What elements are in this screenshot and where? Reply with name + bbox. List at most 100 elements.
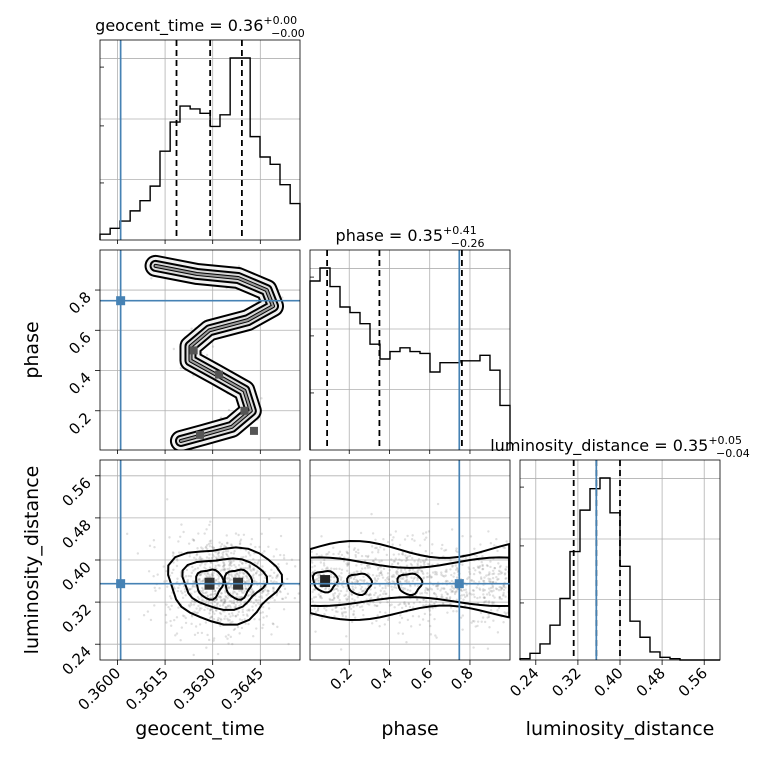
- sample-point: [440, 593, 443, 596]
- sample-point: [210, 607, 214, 611]
- sample-point: [219, 595, 223, 599]
- sample-point: [234, 614, 237, 618]
- sample-point: [220, 416, 223, 419]
- sample-point: [316, 608, 320, 611]
- sample-point: [350, 593, 354, 596]
- sample-point: [478, 570, 481, 574]
- sample-point: [278, 589, 282, 593]
- sample-point: [336, 610, 339, 614]
- sample-point: [388, 568, 391, 572]
- sample-point: [324, 588, 327, 591]
- sample-point: [230, 584, 233, 587]
- sample-point: [402, 587, 405, 590]
- sample-point: [487, 613, 490, 616]
- sample-point: [366, 572, 370, 575]
- histogram-bar: [400, 348, 410, 450]
- sample-point: [149, 618, 153, 622]
- sample-point: [221, 556, 225, 559]
- histogram-bar: [140, 201, 150, 240]
- sample-point: [489, 560, 492, 563]
- sample-point: [223, 600, 227, 603]
- sample-point: [340, 571, 343, 575]
- sample-point: [498, 595, 501, 599]
- ytick-label-luminosity-distance: 0.24: [58, 642, 94, 678]
- sample-point: [228, 604, 231, 607]
- sample-point: [273, 599, 276, 602]
- sample-point: [416, 571, 420, 574]
- sample-point: [201, 590, 204, 593]
- sample-point: [410, 538, 414, 541]
- sample-point: [317, 593, 320, 596]
- sample-point: [150, 277, 153, 280]
- sample-point: [223, 563, 226, 567]
- sample-point: [180, 551, 183, 554]
- sample-point: [371, 551, 374, 554]
- sample-point: [282, 557, 286, 560]
- sample-point: [187, 604, 191, 607]
- sample-point: [187, 574, 190, 578]
- sample-point: [252, 591, 255, 594]
- sample-point: [492, 580, 495, 584]
- sample-point: [212, 600, 216, 603]
- sample-point: [206, 594, 209, 597]
- sample-point: [399, 580, 402, 584]
- sample-point: [489, 565, 492, 569]
- sample-point: [487, 573, 490, 577]
- sample-point: [236, 601, 239, 604]
- histogram-bar: [200, 113, 210, 240]
- sample-point: [223, 599, 227, 603]
- sample-point: [239, 560, 242, 563]
- sample-point: [240, 589, 243, 592]
- sample-point: [391, 543, 394, 546]
- sample-point: [286, 577, 289, 581]
- sample-point: [175, 616, 179, 619]
- sample-point: [371, 622, 374, 625]
- sample-point: [240, 591, 244, 594]
- sample-point: [474, 625, 477, 628]
- sample-point: [152, 539, 156, 542]
- xtick-label-phase: 0.8: [447, 664, 477, 694]
- sample-point: [487, 591, 491, 594]
- sample-point: [276, 575, 279, 578]
- histogram-bar: [130, 211, 140, 240]
- sample-point: [333, 580, 336, 583]
- sample-point: [341, 614, 344, 618]
- sample-point: [240, 596, 243, 599]
- sample-point: [444, 570, 447, 573]
- sample-point: [482, 596, 486, 599]
- sample-point: [453, 572, 456, 575]
- sample-point: [303, 593, 305, 595]
- sample-point: [336, 584, 340, 588]
- sample-point: [406, 555, 410, 558]
- sample-point: [393, 606, 396, 609]
- sample-point: [441, 574, 444, 578]
- sample-point: [350, 593, 353, 596]
- sample-point: [436, 584, 440, 587]
- sample-point: [328, 587, 331, 591]
- sample-point: [313, 607, 316, 610]
- sample-point: [164, 613, 168, 617]
- sample-point: [242, 591, 245, 595]
- sample-point: [343, 606, 346, 609]
- sample-point: [492, 589, 495, 592]
- sample-point: [239, 603, 243, 606]
- sample-point: [265, 593, 268, 597]
- sample-point: [217, 616, 220, 620]
- sample-point: [237, 610, 240, 614]
- sample-point: [226, 605, 229, 608]
- sample-point: [337, 594, 340, 598]
- sample-point: [451, 565, 454, 568]
- sample-point: [247, 551, 250, 554]
- sample-point: [431, 543, 434, 546]
- sample-point: [318, 579, 321, 582]
- sample-point: [427, 530, 431, 533]
- sample-point: [424, 591, 427, 594]
- sample-point: [500, 587, 504, 590]
- sample-point: [175, 564, 179, 568]
- sample-point: [405, 556, 408, 560]
- sample-point: [272, 586, 275, 590]
- sample-point: [208, 540, 212, 543]
- sample-point: [319, 595, 322, 598]
- xlabel-phase: phase: [381, 718, 438, 740]
- sample-point: [477, 580, 481, 583]
